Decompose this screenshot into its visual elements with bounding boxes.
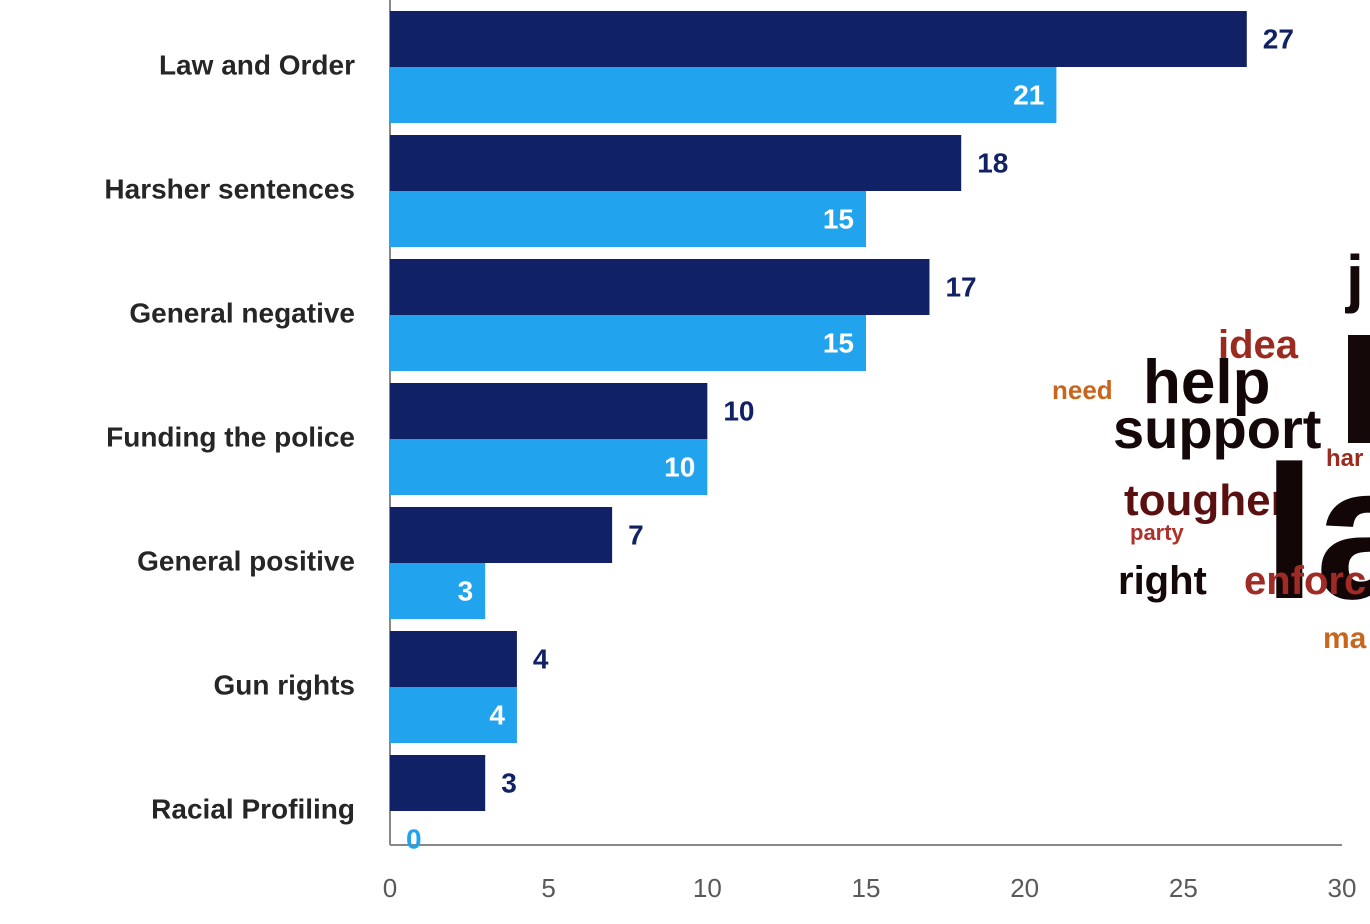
- value-label: 4: [489, 699, 505, 730]
- value-label: 15: [823, 327, 854, 358]
- category-label: General negative: [129, 297, 355, 328]
- bar: [390, 383, 708, 439]
- bar: [390, 563, 486, 619]
- word: right: [1118, 559, 1207, 603]
- word: party: [1130, 520, 1185, 545]
- word: tougher: [1124, 476, 1288, 525]
- category-label: General positive: [137, 545, 355, 576]
- value-label: 0: [406, 823, 422, 854]
- x-tick-label: 15: [852, 873, 881, 903]
- word: ma: [1323, 622, 1367, 655]
- word: enforc: [1244, 559, 1366, 603]
- bar: [390, 631, 517, 687]
- category-label: Harsher sentences: [104, 173, 355, 204]
- value-label: 7: [628, 519, 644, 550]
- category-label: Funding the police: [106, 421, 355, 452]
- x-tick-label: 25: [1169, 873, 1198, 903]
- bar: [390, 191, 866, 247]
- value-label: 18: [977, 147, 1008, 178]
- bar: [390, 315, 866, 371]
- value-label: 3: [458, 575, 474, 606]
- x-tick-label: 10: [693, 873, 722, 903]
- bar: [390, 11, 1247, 67]
- bar: [390, 135, 962, 191]
- category-label: Racial Profiling: [151, 793, 355, 824]
- bar: [390, 439, 708, 495]
- value-label: 10: [723, 395, 754, 426]
- bar: [390, 755, 486, 811]
- category-label: Law and Order: [159, 49, 355, 80]
- x-tick-label: 20: [1010, 873, 1039, 903]
- word: support: [1113, 397, 1321, 460]
- bar: [390, 259, 930, 315]
- bar: [390, 687, 517, 743]
- value-label: 10: [664, 451, 695, 482]
- category-label: Gun rights: [213, 669, 355, 700]
- word: idea: [1218, 323, 1299, 367]
- value-label: 15: [823, 203, 854, 234]
- word: need: [1052, 375, 1113, 405]
- x-tick-label: 0: [383, 873, 397, 903]
- word-cloud: j idea help need support har tougher la …: [1052, 242, 1370, 655]
- word: har: [1326, 445, 1363, 472]
- value-label: 17: [945, 271, 976, 302]
- x-tick-label: 5: [541, 873, 555, 903]
- bar: [390, 507, 613, 563]
- word: j: [1345, 242, 1364, 314]
- x-tick-label: 30: [1328, 873, 1357, 903]
- value-label: 27: [1263, 23, 1294, 54]
- word-fragment: [1348, 335, 1370, 443]
- value-label: 21: [1013, 79, 1044, 110]
- value-label: 3: [501, 767, 517, 798]
- bar: [390, 67, 1057, 123]
- value-label: 4: [533, 643, 549, 674]
- word: help: [1143, 348, 1270, 417]
- word: la: [1263, 427, 1370, 639]
